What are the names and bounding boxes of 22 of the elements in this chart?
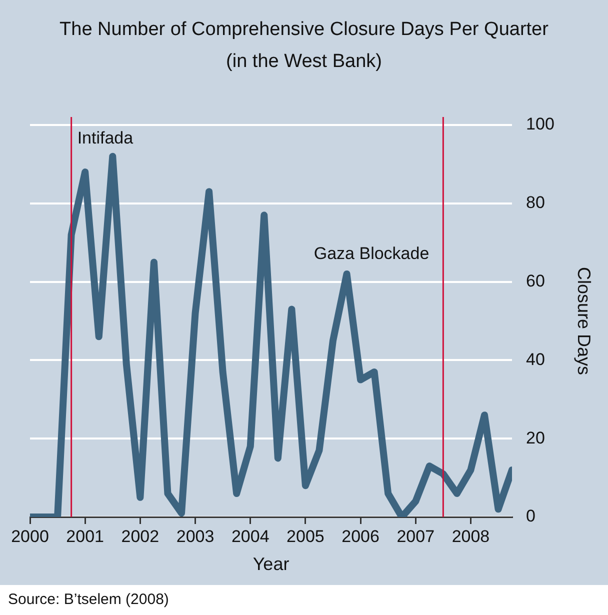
chart-subtitle: (in the West Bank) (225, 50, 383, 74)
y-tick-label: 100 (526, 114, 554, 134)
chart-title: The Number of Comprehensive Closure Days Per Quarter (58, 18, 550, 42)
x-tick-label: 2007 (396, 526, 435, 546)
x-tick-label: 2008 (452, 526, 490, 546)
x-axis-title: Year (252, 554, 290, 574)
x-tick-label: 2002 (121, 526, 160, 546)
y-tick-label: 40 (526, 350, 545, 369)
x-tick-label: 2003 (176, 526, 214, 546)
y-tick-label: 60 (526, 271, 545, 290)
ref-line-label: Gaza Blockade (314, 244, 430, 264)
x-tick-label: 2006 (342, 526, 380, 546)
x-tick-label: 2004 (231, 526, 270, 546)
y-tick-label: 0 (526, 506, 536, 526)
y-tick-label: 20 (526, 428, 545, 448)
y-axis-title: Closure Days (574, 266, 594, 376)
x-tick-label: 2005 (286, 526, 324, 546)
x-tick-label: 2001 (66, 526, 104, 546)
ref-line-label: Intifada (77, 128, 134, 148)
x-tick-label: 2000 (11, 526, 49, 546)
y-tick-label: 80 (526, 193, 545, 212)
source-note: Source: B’tselem (2008) (7, 590, 170, 608)
